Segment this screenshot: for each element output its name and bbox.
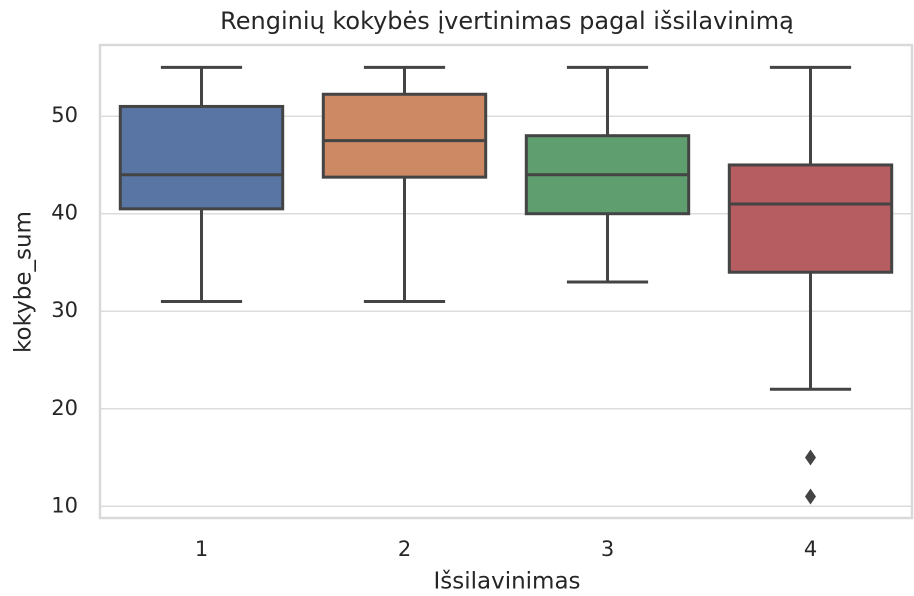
chart-title: Renginių kokybės įvertinimas pagal išsil… bbox=[220, 7, 794, 35]
y-tick-label: 50 bbox=[51, 103, 78, 127]
x-tick-label: 1 bbox=[195, 537, 208, 561]
y-tick-label: 30 bbox=[51, 298, 78, 322]
x-tick-label: 4 bbox=[804, 537, 817, 561]
y-tick-label: 10 bbox=[51, 493, 78, 517]
box bbox=[321, 92, 488, 179]
y-tick-label: 20 bbox=[51, 396, 78, 420]
x-tick-label: 3 bbox=[601, 537, 614, 561]
box bbox=[727, 163, 894, 274]
box bbox=[118, 104, 285, 211]
x-axis-label: Išsilavinimas bbox=[433, 569, 580, 595]
y-axis-label: kokybe_sum bbox=[11, 211, 37, 353]
x-tick-label: 2 bbox=[398, 537, 411, 561]
plot-frame bbox=[98, 43, 914, 520]
outlier bbox=[805, 488, 816, 505]
y-tick-label: 40 bbox=[51, 201, 78, 225]
outlier bbox=[805, 449, 816, 466]
